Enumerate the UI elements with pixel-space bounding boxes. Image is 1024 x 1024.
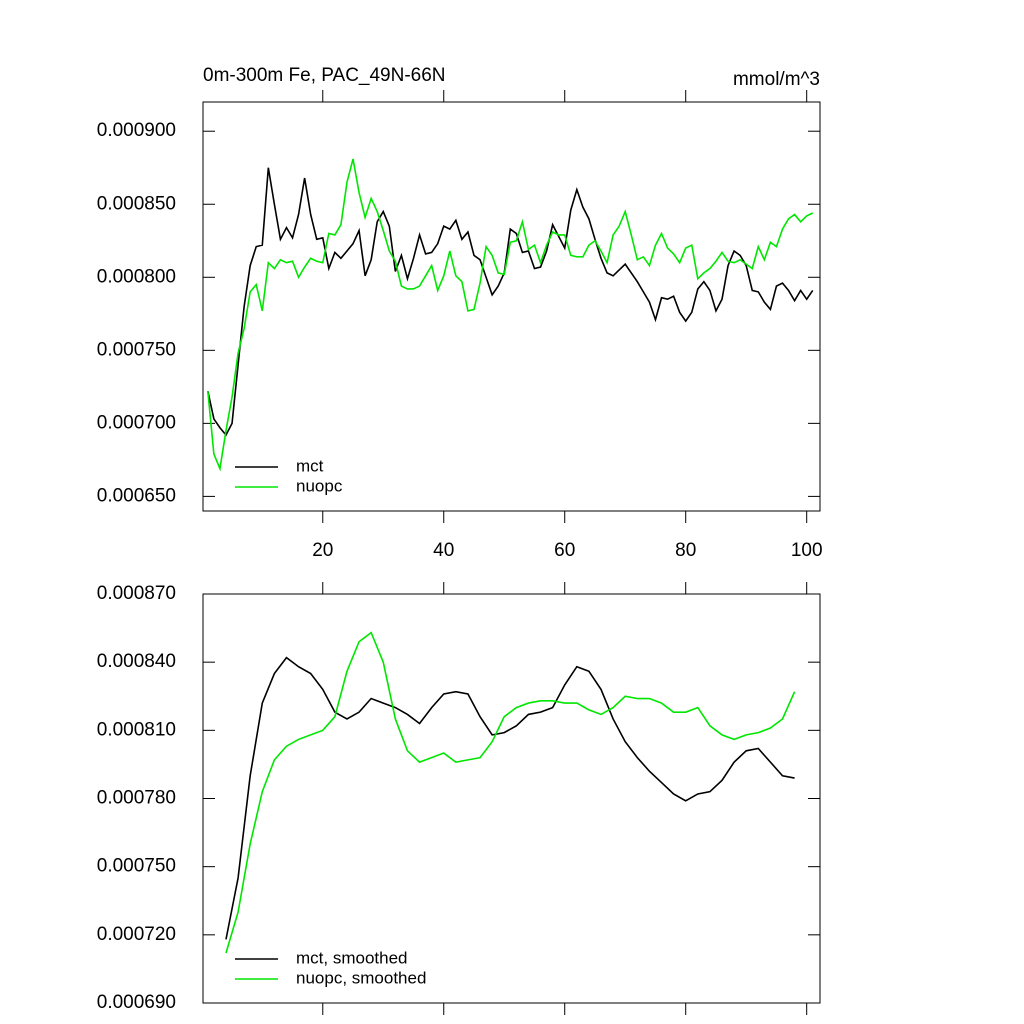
x-tick-label: 40 (433, 540, 454, 561)
series-line (225, 631, 796, 954)
units-label: mmol/m^3 (733, 69, 820, 90)
legend-label: mct (296, 456, 324, 475)
x-tick-label: 80 (675, 540, 696, 561)
y-tick-label: 0.000690 (97, 992, 176, 1013)
y-tick-label: 0.000840 (97, 651, 176, 672)
chart-title: 0m-300m Fe, PAC_49N-66N (203, 65, 446, 86)
y-tick-label: 0.000750 (97, 856, 176, 877)
y-tick-label: 0.000780 (97, 788, 176, 809)
series-line (207, 167, 814, 437)
y-tick-label: 0.000650 (97, 485, 176, 506)
x-tick-label: 20 (312, 540, 333, 561)
legend-label: nuopc (296, 476, 343, 495)
y-tick-label: 0.000720 (97, 924, 176, 945)
y-tick-label: 0.000750 (97, 339, 176, 360)
y-tick-label: 0.000900 (97, 120, 176, 141)
legend-label: nuopc, smoothed (296, 968, 426, 987)
series-line (207, 158, 814, 472)
plot-frame (202, 101, 821, 512)
x-tick-label: 60 (554, 540, 575, 561)
plot-frame (202, 593, 821, 1004)
series-line (225, 656, 795, 940)
y-tick-label: 0.000800 (97, 266, 176, 287)
y-tick-label: 0.000850 (97, 193, 176, 214)
y-tick-label: 0.000870 (97, 583, 176, 604)
legend-label: mct, smoothed (296, 948, 408, 967)
x-tick-label: 100 (791, 540, 823, 561)
y-tick-label: 0.000700 (97, 412, 176, 433)
y-tick-label: 0.000810 (97, 719, 176, 740)
